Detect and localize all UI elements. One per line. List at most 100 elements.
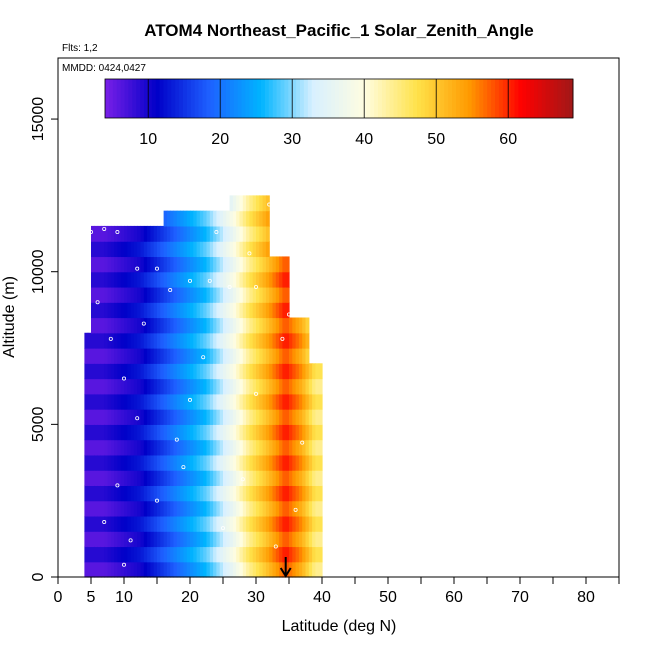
heatmap-cell <box>302 332 307 349</box>
heatmap-cell <box>259 393 264 410</box>
heatmap-cell <box>242 454 247 471</box>
heatmap-cell <box>137 271 142 288</box>
colorbar-segment <box>245 79 250 118</box>
heatmap-cell <box>308 470 313 487</box>
heatmap-cell <box>265 363 270 380</box>
heatmap-cell <box>259 195 264 212</box>
heatmap-cell <box>302 409 307 425</box>
heatmap-cell <box>176 225 181 242</box>
heatmap-cell <box>160 378 165 395</box>
heatmap-cell <box>117 241 122 258</box>
colorbar-segment <box>459 79 465 118</box>
heatmap-cell <box>298 348 303 364</box>
heatmap-cell <box>259 470 264 487</box>
heatmap-cell <box>163 271 168 288</box>
heatmap-cell <box>272 393 277 410</box>
heatmap-cell <box>246 241 250 258</box>
heatmap-cell <box>117 531 122 548</box>
heatmap-cell <box>203 546 208 563</box>
heatmap-cell <box>199 241 204 258</box>
heatmap-cell <box>259 515 264 532</box>
heatmap-cell <box>180 393 184 410</box>
heatmap-cell <box>84 363 89 380</box>
heatmap-cell <box>229 225 234 242</box>
heatmap-cell <box>193 256 198 273</box>
heatmap-cell <box>292 515 297 532</box>
heatmap-cell <box>130 332 135 349</box>
heatmap-cell <box>229 210 234 227</box>
colorbar-segment <box>471 79 476 118</box>
heatmap-cell <box>147 546 151 563</box>
heatmap-cell <box>193 439 198 456</box>
heatmap-cell <box>229 348 234 364</box>
heatmap-cell <box>275 470 280 487</box>
heatmap-cell <box>130 241 135 258</box>
heatmap-cell <box>157 546 161 563</box>
colorbar-segment <box>444 79 449 118</box>
heatmap-cell <box>150 225 155 242</box>
heatmap-cell <box>117 515 122 532</box>
heatmap-cell <box>315 454 320 471</box>
heatmap-cell <box>239 363 244 380</box>
heatmap-cell <box>107 515 112 532</box>
heatmap-cell <box>100 332 105 349</box>
heatmap-cell <box>137 256 142 273</box>
heatmap-cell <box>229 500 234 517</box>
heatmap-cell <box>282 500 287 517</box>
heatmap-cell <box>170 332 175 349</box>
heatmap-cell <box>216 531 221 548</box>
colorbar-segment <box>179 79 184 118</box>
heatmap-cell <box>285 271 290 288</box>
heatmap-cell <box>272 424 277 441</box>
heatmap-cell <box>209 286 214 303</box>
heatmap-cell <box>120 439 125 456</box>
heatmap-cell <box>190 348 194 364</box>
heatmap-cell <box>100 485 105 502</box>
heatmap-cell <box>315 561 320 578</box>
heatmap-cell <box>239 210 244 227</box>
heatmap-cell <box>229 409 234 425</box>
heatmap-cell <box>107 302 112 319</box>
heatmap-cell <box>279 256 283 273</box>
heatmap-cell <box>199 378 204 395</box>
heatmap-cell <box>239 241 244 258</box>
heatmap-cell <box>206 348 211 364</box>
heatmap-cell <box>87 546 92 563</box>
heatmap-cell <box>229 485 234 502</box>
heatmap-cell <box>160 485 165 502</box>
colorbar-segment <box>526 79 531 118</box>
heatmap-cell <box>289 424 293 441</box>
heatmap-cell <box>219 286 224 303</box>
heatmap-cell <box>140 424 145 441</box>
heatmap-cell <box>133 241 138 258</box>
heatmap-cell <box>140 409 145 425</box>
heatmap-cell <box>223 256 227 273</box>
heatmap-cell <box>282 348 287 364</box>
heatmap-cell <box>157 454 161 471</box>
heatmap-cell <box>100 561 105 578</box>
heatmap-cell <box>279 378 283 395</box>
colorbar-segment <box>456 79 461 118</box>
heatmap-cell <box>305 561 310 578</box>
heatmap-cell <box>199 470 204 487</box>
heatmap-cell <box>252 378 257 395</box>
heatmap-cell <box>150 317 155 334</box>
heatmap-cell <box>107 531 112 548</box>
heatmap-cell <box>100 470 105 487</box>
heatmap-cell <box>170 302 175 319</box>
heatmap-cell <box>269 454 274 471</box>
heatmap-cell <box>143 485 148 502</box>
data-point <box>154 266 159 271</box>
heatmap-cell <box>193 424 198 441</box>
heatmap-cell <box>219 561 224 578</box>
heatmap-cell <box>163 393 168 410</box>
colorbar-segment <box>510 79 515 118</box>
data-point <box>181 465 186 470</box>
heatmap-cell <box>170 561 175 578</box>
heatmap-cell <box>160 470 165 487</box>
colorbar-segment <box>210 79 215 118</box>
heatmap-cell <box>272 439 277 456</box>
heatmap-cell <box>242 439 247 456</box>
heatmap-cell <box>160 454 165 471</box>
heatmap-cell <box>124 241 128 258</box>
